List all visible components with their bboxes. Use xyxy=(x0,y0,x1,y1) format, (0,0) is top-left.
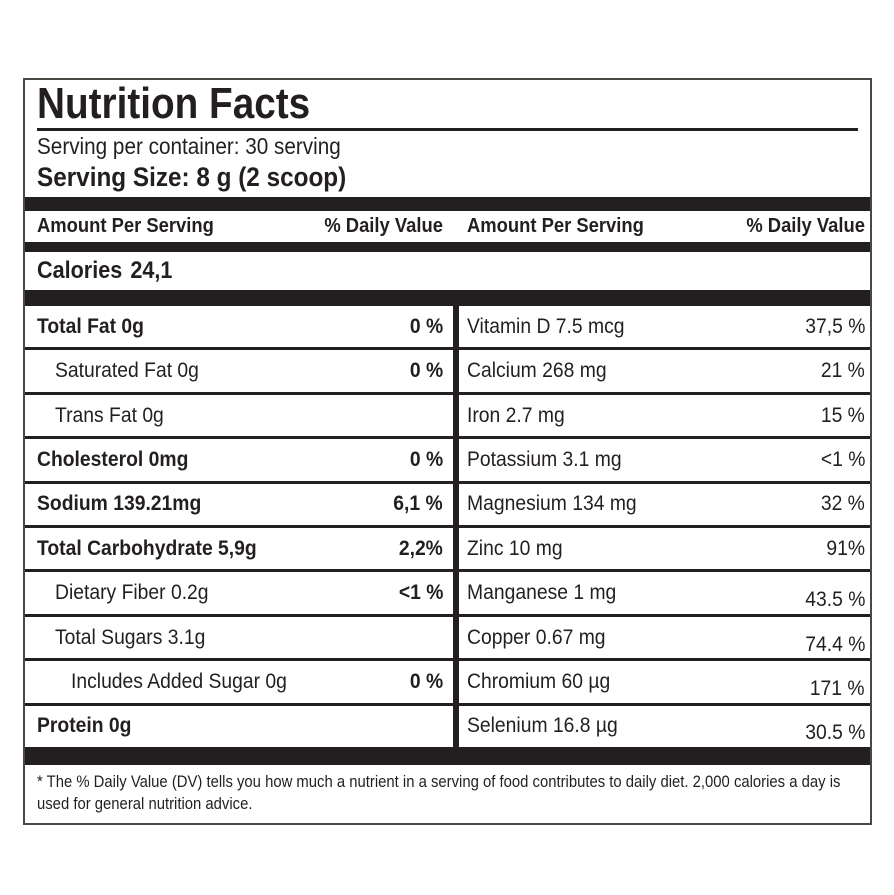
micronutrient-table: Vitamin D 7.5 mcg 37,5 % Calcium 268 mg 21 … xyxy=(459,306,870,747)
nutrient-name: Calcium 268 mg xyxy=(467,359,607,383)
daily-value: 43.5 % xyxy=(804,588,865,612)
daily-value: 37,5 % xyxy=(804,314,865,338)
daily-value: 91% xyxy=(826,536,865,560)
nutrient-columns: Total Fat 0g 0 % Saturated Fat 0g 0 % Trans … xyxy=(25,306,870,747)
footnote-block: * The % Daily Value (DV) tells you how m… xyxy=(25,765,870,823)
daily-value: 0 % xyxy=(409,314,443,338)
nutrient-row: Magnesium 134 mg 32 % xyxy=(459,484,870,529)
nutrient-row: Selenium 16.8 µg 30.5 % xyxy=(459,706,870,747)
nutrient-name: Trans Fat 0g xyxy=(55,403,164,427)
nutrient-row: Dietary Fiber 0.2g <1 % xyxy=(25,572,453,617)
nutrient-name: Total Sugars 3.1g xyxy=(55,625,206,649)
divider-bar-under-headers xyxy=(25,242,870,252)
title-rule xyxy=(37,128,858,131)
nutrient-row: Chromium 60 µg 171 % xyxy=(459,661,870,706)
nutrition-facts-panel: Nutrition Facts Serving per container: 3… xyxy=(23,78,872,825)
daily-value: 0 % xyxy=(409,669,443,693)
nutrient-row: Manganese 1 mg 43.5 % xyxy=(459,572,870,617)
nutrient-name: Includes Added Sugar 0g xyxy=(71,669,287,693)
nutrient-name: Cholesterol 0mg xyxy=(37,447,189,471)
serving-size: Serving Size: 8 g (2 scoop) xyxy=(37,162,347,192)
daily-value: <1 % xyxy=(820,447,865,471)
daily-value: 32 % xyxy=(820,492,865,516)
nutrient-name: Selenium 16.8 µg xyxy=(467,714,618,738)
thick-divider-bar xyxy=(25,290,870,306)
nutrient-name: Protein 0g xyxy=(37,714,132,738)
nutrient-row: Total Sugars 3.1g xyxy=(25,617,453,662)
nutrient-name: Sodium 139.21mg xyxy=(37,492,202,516)
daily-value: 2,2% xyxy=(398,536,443,560)
nutrient-name: Copper 0.67 mg xyxy=(467,625,606,649)
calories-row: Calories 24,1 xyxy=(25,252,870,290)
daily-value: 21 % xyxy=(820,359,865,383)
calories-value: 24,1 xyxy=(130,257,173,284)
nutrient-row: Vitamin D 7.5 mcg 37,5 % xyxy=(459,306,870,351)
nutrient-row: Includes Added Sugar 0g 0 % xyxy=(25,661,453,706)
daily-value: 74.4 % xyxy=(804,632,865,656)
thick-divider-bar-bottom xyxy=(25,747,870,765)
nutrient-row: Iron 2.7 mg 15 % xyxy=(459,395,870,440)
label-title: Nutrition Facts xyxy=(37,79,311,128)
nutrient-row: Zinc 10 mg 91% xyxy=(459,528,870,573)
nutrient-row: Potassium 3.1 mg <1 % xyxy=(459,439,870,484)
daily-value: 0 % xyxy=(409,447,443,471)
calories-label: Calories xyxy=(37,257,123,284)
daily-value: 30.5 % xyxy=(804,721,865,745)
nutrient-name: Iron 2.7 mg xyxy=(467,403,565,427)
nutrient-name: Manganese 1 mg xyxy=(467,581,617,605)
nutrient-row: Saturated Fat 0g 0 % xyxy=(25,350,453,395)
nutrient-name: Potassium 3.1 mg xyxy=(467,447,622,471)
nutrient-row: Trans Fat 0g xyxy=(25,395,453,440)
nutrient-row: Protein 0g xyxy=(25,706,453,747)
nutrient-row: Sodium 139.21mg 6,1 % xyxy=(25,484,453,529)
daily-value-header: % Daily Value xyxy=(746,215,865,237)
nutrient-name: Magnesium 134 mg xyxy=(467,492,637,516)
daily-value: <1 % xyxy=(398,581,443,605)
nutrient-row: Copper 0.67 mg 74.4 % xyxy=(459,617,870,662)
macronutrient-table: Total Fat 0g 0 % Saturated Fat 0g 0 % Trans … xyxy=(25,306,453,747)
right-column-header: Amount Per Serving % Daily Value xyxy=(459,215,870,238)
daily-value-footnote: * The % Daily Value (DV) tells you how m… xyxy=(37,773,841,813)
nutrient-row: Calcium 268 mg 21 % xyxy=(459,350,870,395)
nutrient-name: Dietary Fiber 0.2g xyxy=(55,581,209,605)
daily-value: 15 % xyxy=(820,403,865,427)
nutrient-row: Total Fat 0g 0 % xyxy=(25,306,453,351)
nutrient-name: Vitamin D 7.5 mcg xyxy=(467,314,625,338)
daily-value: 171 % xyxy=(810,676,865,700)
nutrient-name: Saturated Fat 0g xyxy=(55,359,199,383)
nutrient-name: Chromium 60 µg xyxy=(467,669,611,693)
daily-value: 6,1 % xyxy=(393,492,443,516)
nutrient-row: Total Carbohydrate 5,9g 2,2% xyxy=(25,528,453,573)
divider-bar-top xyxy=(25,197,870,211)
daily-value: 0 % xyxy=(409,359,443,383)
label-header-block: Nutrition Facts Serving per container: 3… xyxy=(25,80,870,197)
nutrient-row: Cholesterol 0mg 0 % xyxy=(25,439,453,484)
column-headers: Amount Per Serving % Daily Value Amount … xyxy=(25,211,870,242)
vertical-divider xyxy=(453,306,459,747)
left-column-header: Amount Per Serving % Daily Value xyxy=(25,215,453,238)
servings-per-container: Serving per container: 30 serving xyxy=(37,133,341,159)
nutrient-name: Total Carbohydrate 5,9g xyxy=(37,536,257,560)
nutrient-name: Total Fat 0g xyxy=(37,314,144,338)
amount-per-serving-header: Amount Per Serving xyxy=(467,215,644,237)
amount-per-serving-header: Amount Per Serving xyxy=(37,215,214,237)
nutrient-name: Zinc 10 mg xyxy=(467,536,563,560)
daily-value-header: % Daily Value xyxy=(324,215,443,237)
